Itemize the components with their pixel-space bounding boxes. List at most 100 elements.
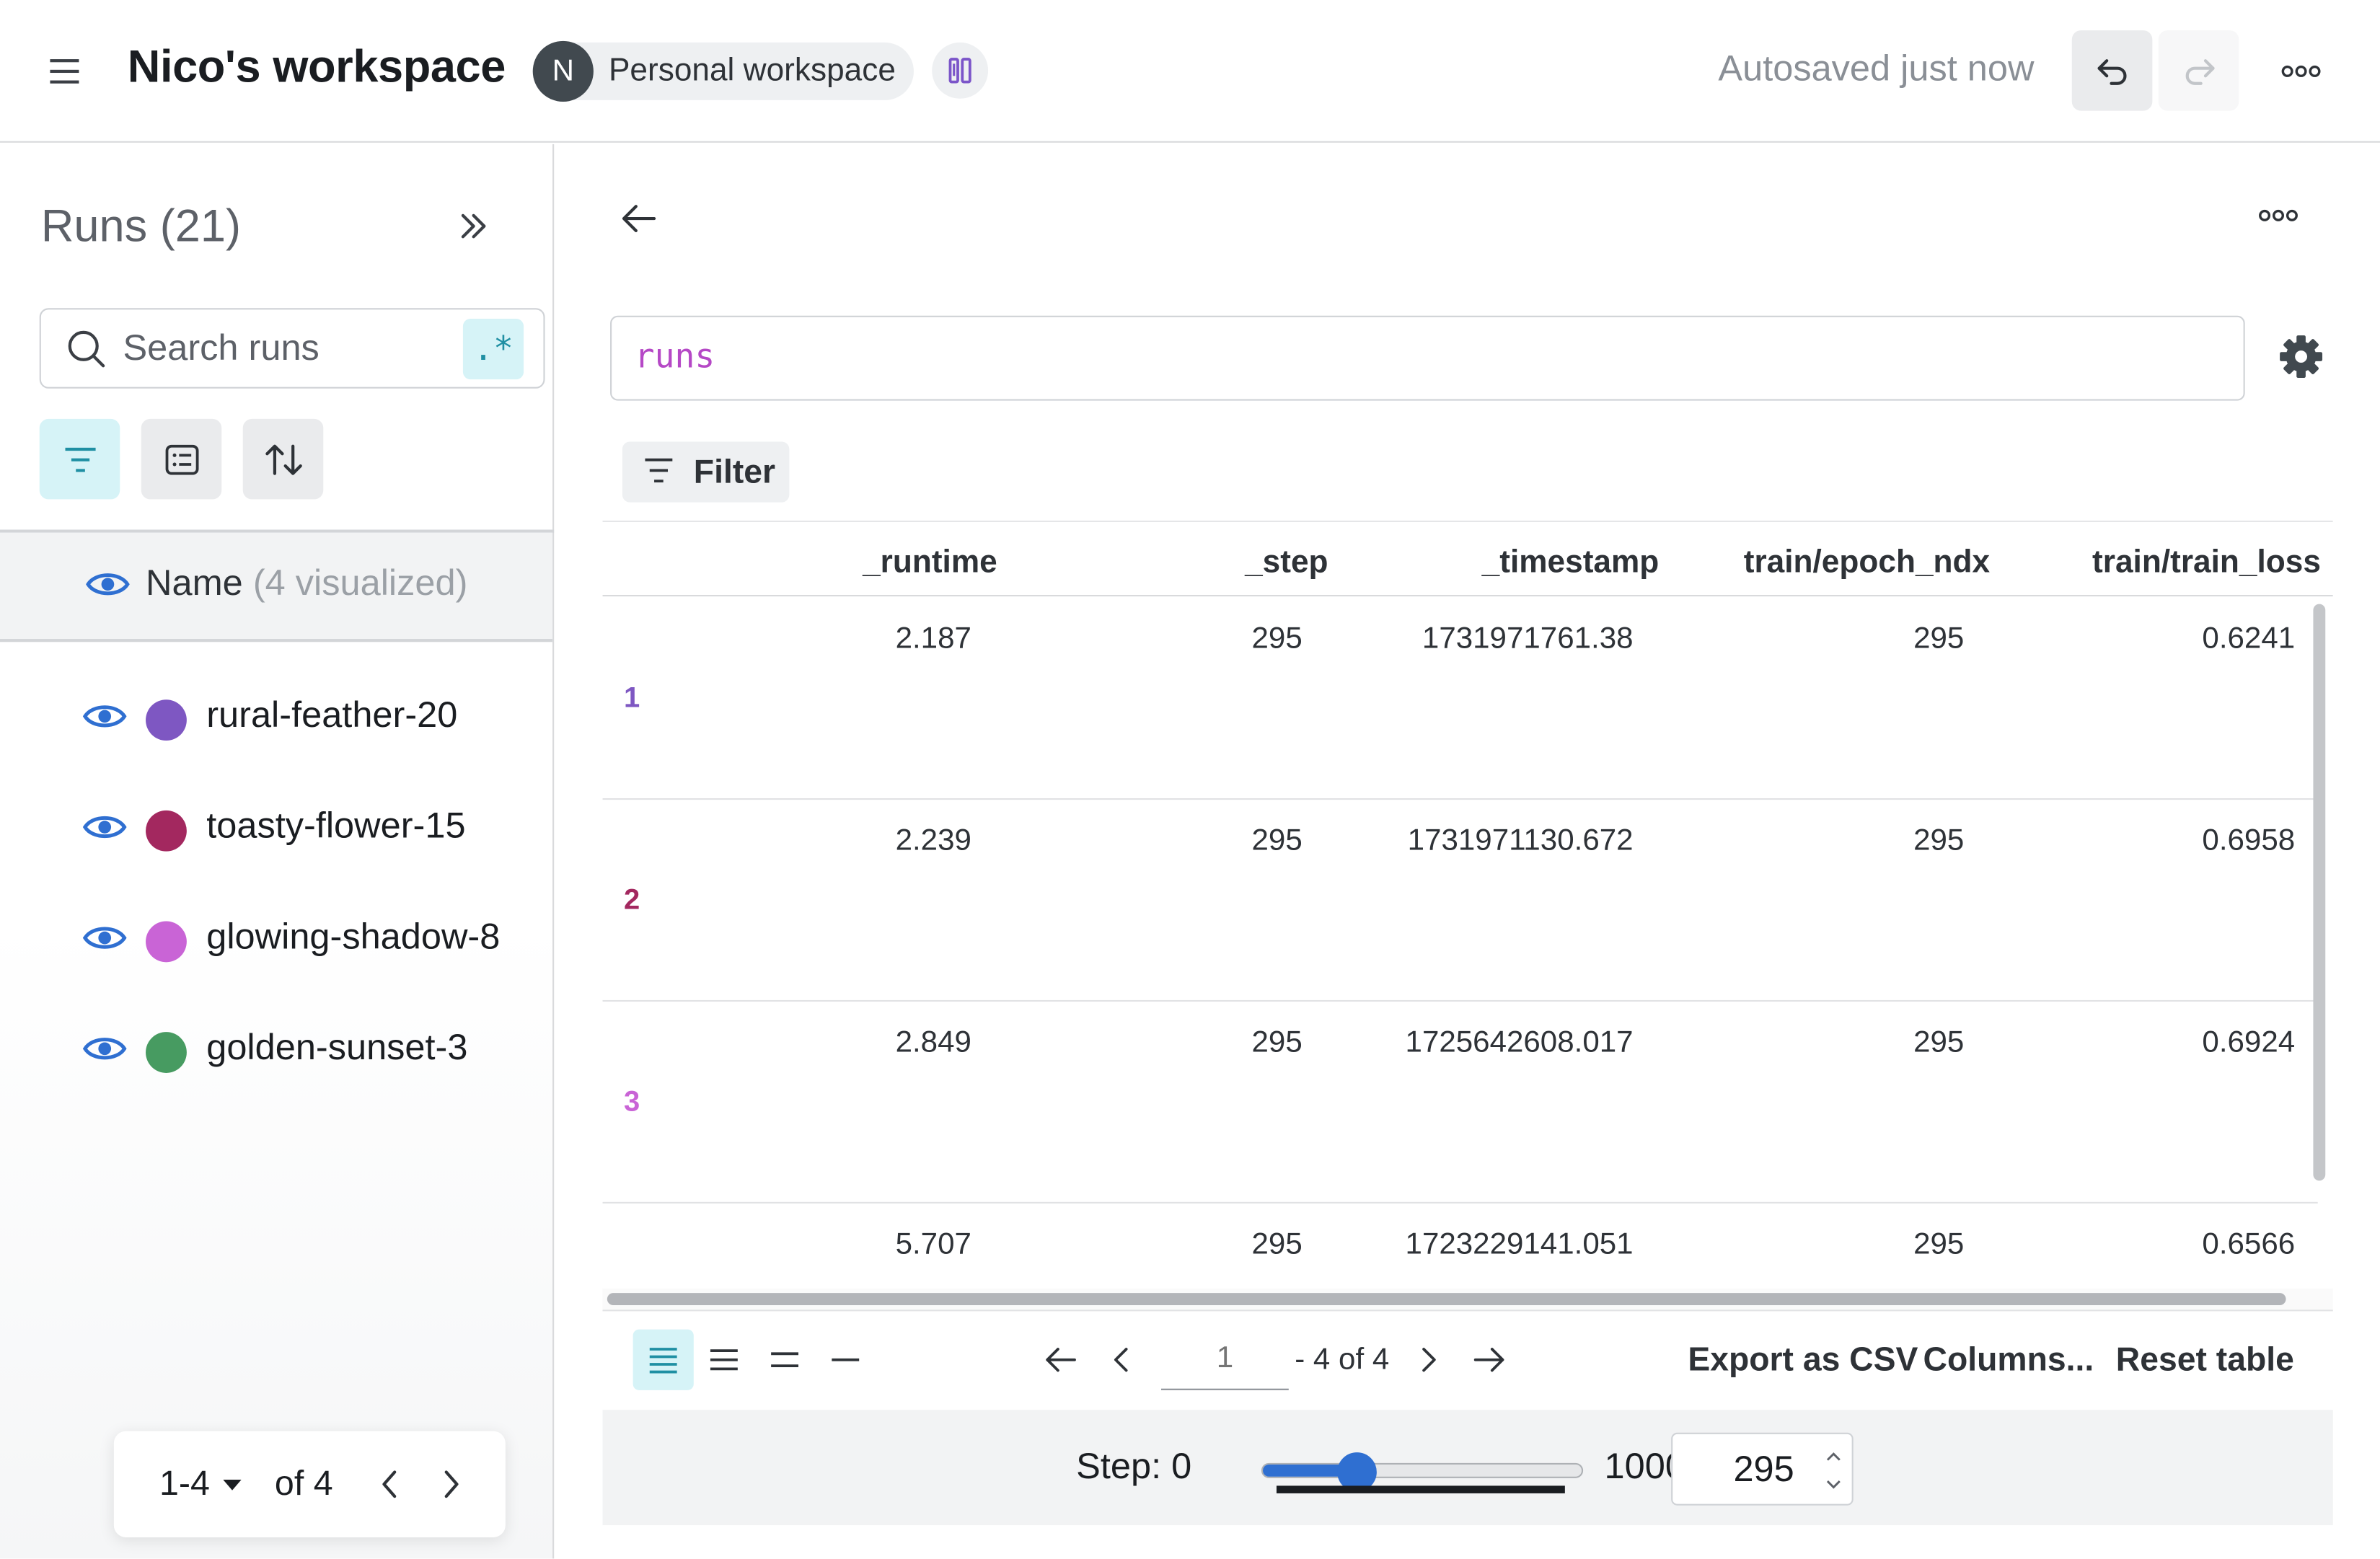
sort-runs-button[interactable] bbox=[242, 418, 324, 500]
run-name[interactable]: glowing-shadow-8 bbox=[206, 917, 501, 958]
page-range-select[interactable]: 1-4 bbox=[159, 1462, 210, 1503]
workspace-type-label: Personal workspace bbox=[608, 53, 896, 89]
step-slider-thumb[interactable] bbox=[1336, 1452, 1376, 1492]
visualized-count: (4 visualized) bbox=[252, 562, 468, 604]
workspace-title: Nico's workspace bbox=[127, 42, 506, 93]
column-header[interactable]: _step bbox=[1245, 544, 1328, 580]
divider bbox=[0, 529, 555, 533]
run-name[interactable]: rural-feather-20 bbox=[206, 694, 458, 736]
spinner-arrows-icon[interactable] bbox=[1825, 1445, 1843, 1497]
autosave-status: Autosaved just now bbox=[1718, 48, 2035, 90]
search-input[interactable] bbox=[123, 324, 472, 374]
step-slider-track[interactable] bbox=[1261, 1462, 1584, 1478]
step-min-label: Step: 0 bbox=[1076, 1446, 1192, 1488]
run-color-dot[interactable] bbox=[146, 810, 187, 852]
run-list-item[interactable]: toasty-flower-15 bbox=[0, 787, 552, 878]
panel-more-options-icon[interactable] bbox=[2252, 195, 2304, 235]
table-cell: 295 bbox=[1251, 1025, 1303, 1060]
density-compact-button[interactable] bbox=[633, 1329, 694, 1390]
two-lines-icon bbox=[771, 1352, 799, 1368]
vertical-scrollbar[interactable] bbox=[2313, 604, 2326, 1181]
run-list-item[interactable]: glowing-shadow-8 bbox=[0, 898, 552, 989]
table-cell: 0.6241 bbox=[2202, 622, 2296, 656]
table-row[interactable]: 5.707 295 1723229141.051 295 0.6566 bbox=[603, 1204, 2318, 1310]
regex-toggle-button[interactable]: .* bbox=[462, 318, 524, 380]
eye-icon[interactable] bbox=[82, 701, 128, 731]
run-name[interactable]: toasty-flower-15 bbox=[206, 805, 466, 847]
table-cell: 295 bbox=[1913, 1025, 1965, 1060]
page-of-label: - 4 of 4 bbox=[1295, 1343, 1390, 1377]
report-bookmark-icon[interactable] bbox=[932, 42, 989, 99]
hamburger-menu-icon[interactable] bbox=[43, 45, 88, 97]
chevron-left-icon[interactable] bbox=[372, 1465, 409, 1504]
eye-icon[interactable] bbox=[82, 812, 128, 842]
step-value: 295 bbox=[1733, 1449, 1794, 1490]
more-options-icon[interactable] bbox=[2270, 50, 2331, 92]
row-index: 1 bbox=[623, 683, 640, 715]
undo-icon bbox=[2097, 58, 2126, 84]
column-header[interactable]: _runtime bbox=[863, 544, 997, 580]
table-row[interactable]: 3 2.849 295 1725642608.017 295 0.6924 bbox=[602, 1002, 2318, 1204]
column-header[interactable]: train/train_loss bbox=[2092, 544, 2321, 580]
query-editor[interactable]: runs bbox=[610, 315, 2245, 401]
filter-button[interactable]: Filter bbox=[622, 441, 790, 503]
run-list-item[interactable]: rural-feather-20 bbox=[0, 677, 552, 768]
run-name[interactable]: golden-sunset-3 bbox=[206, 1027, 468, 1069]
runs-title: Runs (21) bbox=[40, 201, 242, 252]
top-bar: Nico's workspace N Personal workspace Au… bbox=[0, 0, 2380, 143]
density-tall-button[interactable] bbox=[754, 1330, 815, 1390]
eye-icon[interactable] bbox=[82, 923, 128, 953]
query-text: runs bbox=[634, 338, 715, 376]
gear-icon[interactable] bbox=[2277, 332, 2325, 381]
table-cell: 0.6958 bbox=[2202, 823, 2296, 858]
columns-button[interactable]: Columns... bbox=[1923, 1340, 2094, 1378]
run-color-dot[interactable] bbox=[146, 699, 187, 741]
table-cell: 1725642608.017 bbox=[1405, 1025, 1634, 1060]
eye-icon[interactable] bbox=[85, 569, 131, 599]
three-lines-icon bbox=[710, 1349, 738, 1371]
row-index: 2 bbox=[623, 884, 640, 917]
table-footer: - 4 of 4 Export as CSV Columns... Reset … bbox=[602, 1310, 2333, 1410]
eye-icon[interactable] bbox=[82, 1033, 128, 1064]
single-line-icon bbox=[832, 1358, 860, 1361]
table-cell: 5.707 bbox=[895, 1227, 971, 1261]
step-value-input[interactable]: 295 bbox=[1671, 1432, 1854, 1506]
undo-button[interactable] bbox=[2071, 30, 2153, 111]
caret-down-icon[interactable] bbox=[223, 1479, 242, 1490]
filter-runs-button[interactable] bbox=[39, 418, 120, 500]
table-row[interactable]: 2 2.239 295 1731971130.672 295 0.6958 bbox=[602, 800, 2318, 1002]
table-cell: 295 bbox=[1913, 1227, 1965, 1261]
next-page-chevron-icon[interactable] bbox=[1410, 1341, 1447, 1378]
table-cell: 0.6566 bbox=[2202, 1227, 2296, 1261]
table-row[interactable]: 1 2.187 295 1731971761.38 295 0.6241 bbox=[602, 598, 2318, 800]
slider-underline bbox=[1276, 1485, 1565, 1493]
workspace-chip[interactable]: N Personal workspace bbox=[532, 40, 914, 102]
table-cell: 1731971130.672 bbox=[1407, 823, 1634, 858]
export-csv-button[interactable]: Export as CSV bbox=[1688, 1340, 1918, 1378]
redo-button[interactable] bbox=[2158, 30, 2239, 111]
page-total: of 4 bbox=[274, 1462, 333, 1503]
density-extra-tall-button[interactable] bbox=[815, 1330, 876, 1390]
column-header[interactable]: _timestamp bbox=[1481, 544, 1660, 580]
expand-sidebar-icon[interactable] bbox=[449, 202, 498, 250]
search-runs-box: .* bbox=[39, 308, 545, 389]
run-color-dot[interactable] bbox=[146, 921, 187, 963]
back-arrow-icon[interactable] bbox=[616, 195, 661, 241]
run-color-dot[interactable] bbox=[146, 1032, 187, 1073]
horizontal-scrollbar[interactable] bbox=[607, 1293, 2286, 1305]
last-page-arrow-icon[interactable] bbox=[1471, 1341, 1507, 1378]
density-medium-button[interactable] bbox=[694, 1330, 754, 1390]
chevron-right-icon[interactable] bbox=[433, 1465, 470, 1504]
run-list-item[interactable]: golden-sunset-3 bbox=[0, 1010, 552, 1100]
filter-icon bbox=[645, 458, 673, 483]
column-header[interactable]: train/epoch_ndx bbox=[1743, 544, 1991, 580]
reset-table-button[interactable]: Reset table bbox=[2115, 1340, 2294, 1378]
name-column-header[interactable]: Name (4 visualized) bbox=[0, 532, 553, 642]
row-index: 3 bbox=[623, 1086, 640, 1119]
first-page-arrow-icon[interactable] bbox=[1043, 1341, 1080, 1378]
page-number-input[interactable] bbox=[1161, 1329, 1289, 1390]
prev-page-chevron-icon[interactable] bbox=[1103, 1341, 1140, 1378]
group-runs-button[interactable] bbox=[141, 418, 222, 500]
runs-sidebar: Runs (21) .* Name (4 visualized) rural-f… bbox=[0, 143, 555, 1559]
